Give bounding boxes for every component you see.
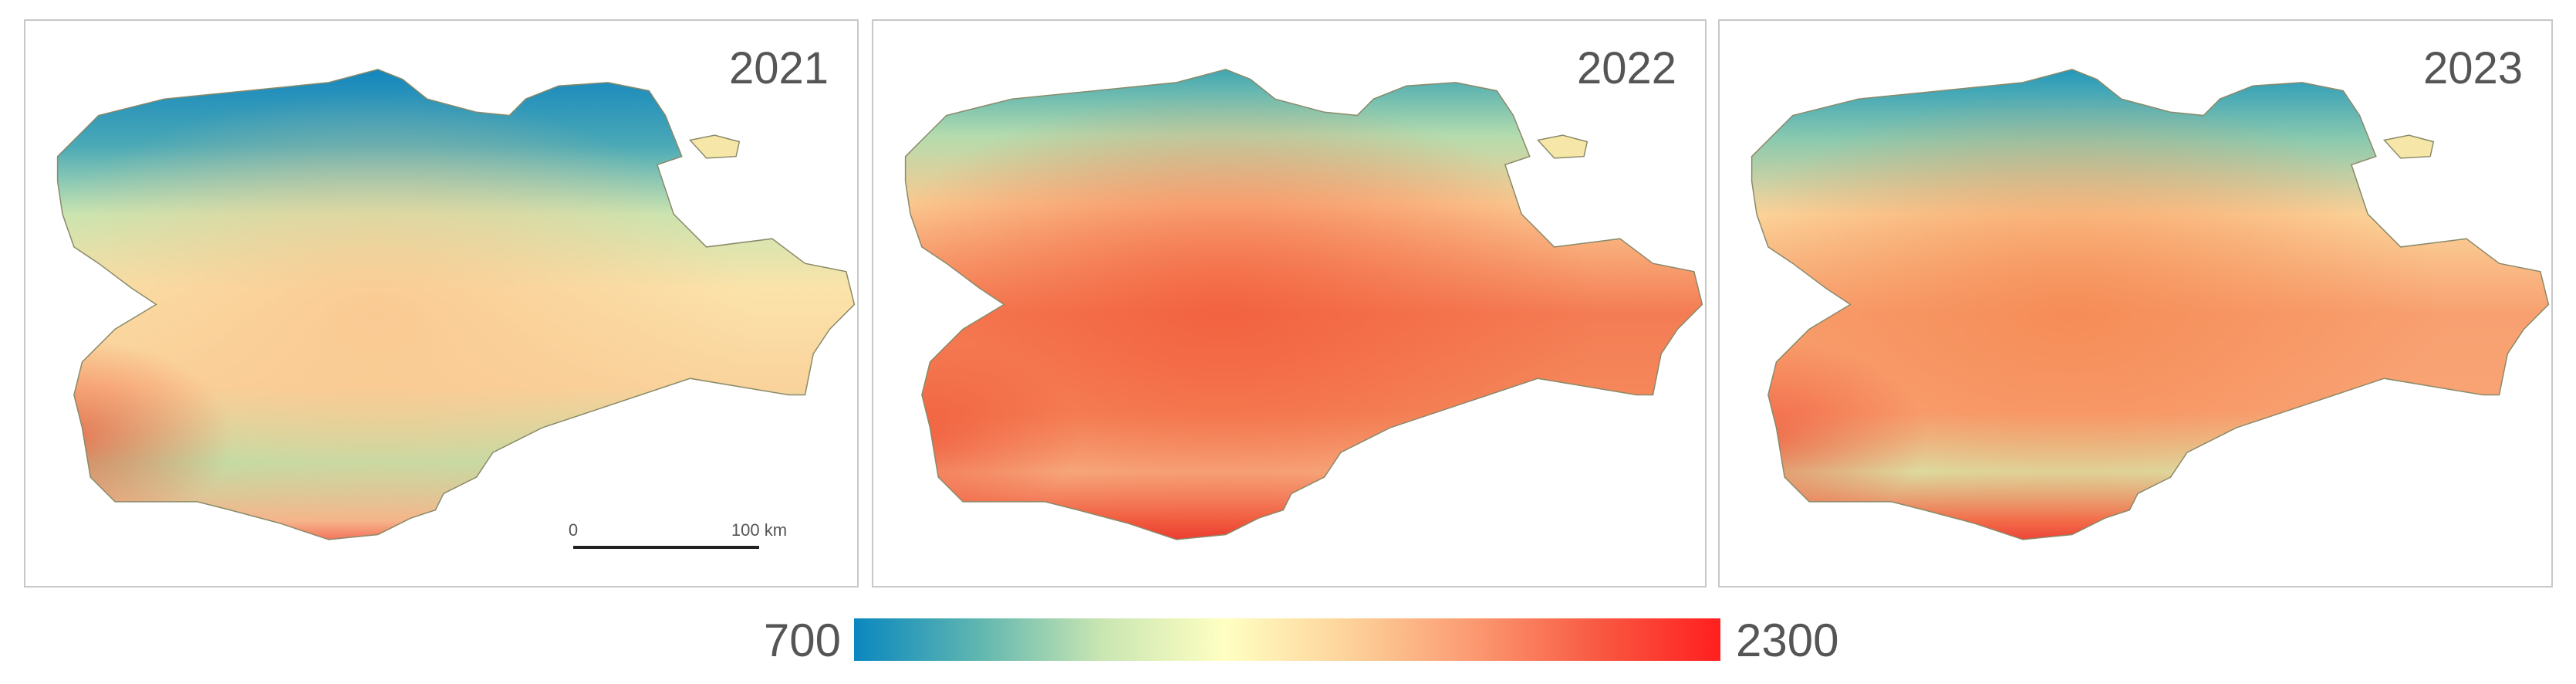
scale-start: 0 [569,520,578,540]
region-outline [904,69,1703,540]
island-outline [1536,134,1588,159]
colorbar-max: 2300 [1736,615,1838,666]
colorbar-min: 700 [764,615,841,666]
map-panel: 2021 0 100 km [24,19,859,587]
region-outline [56,69,856,540]
island-outline [2382,134,2435,159]
panel-year: 2023 [2423,43,2523,93]
panel-year: 2021 [729,43,829,93]
panel-year: 2022 [1577,43,1676,93]
region-outline [1751,69,2550,540]
colorbar [854,618,1720,661]
island-outline [688,134,741,159]
map-panel: 2023 [1718,19,2553,587]
map-panel: 2022 [872,19,1707,587]
scale-end: 100 km [731,520,787,540]
